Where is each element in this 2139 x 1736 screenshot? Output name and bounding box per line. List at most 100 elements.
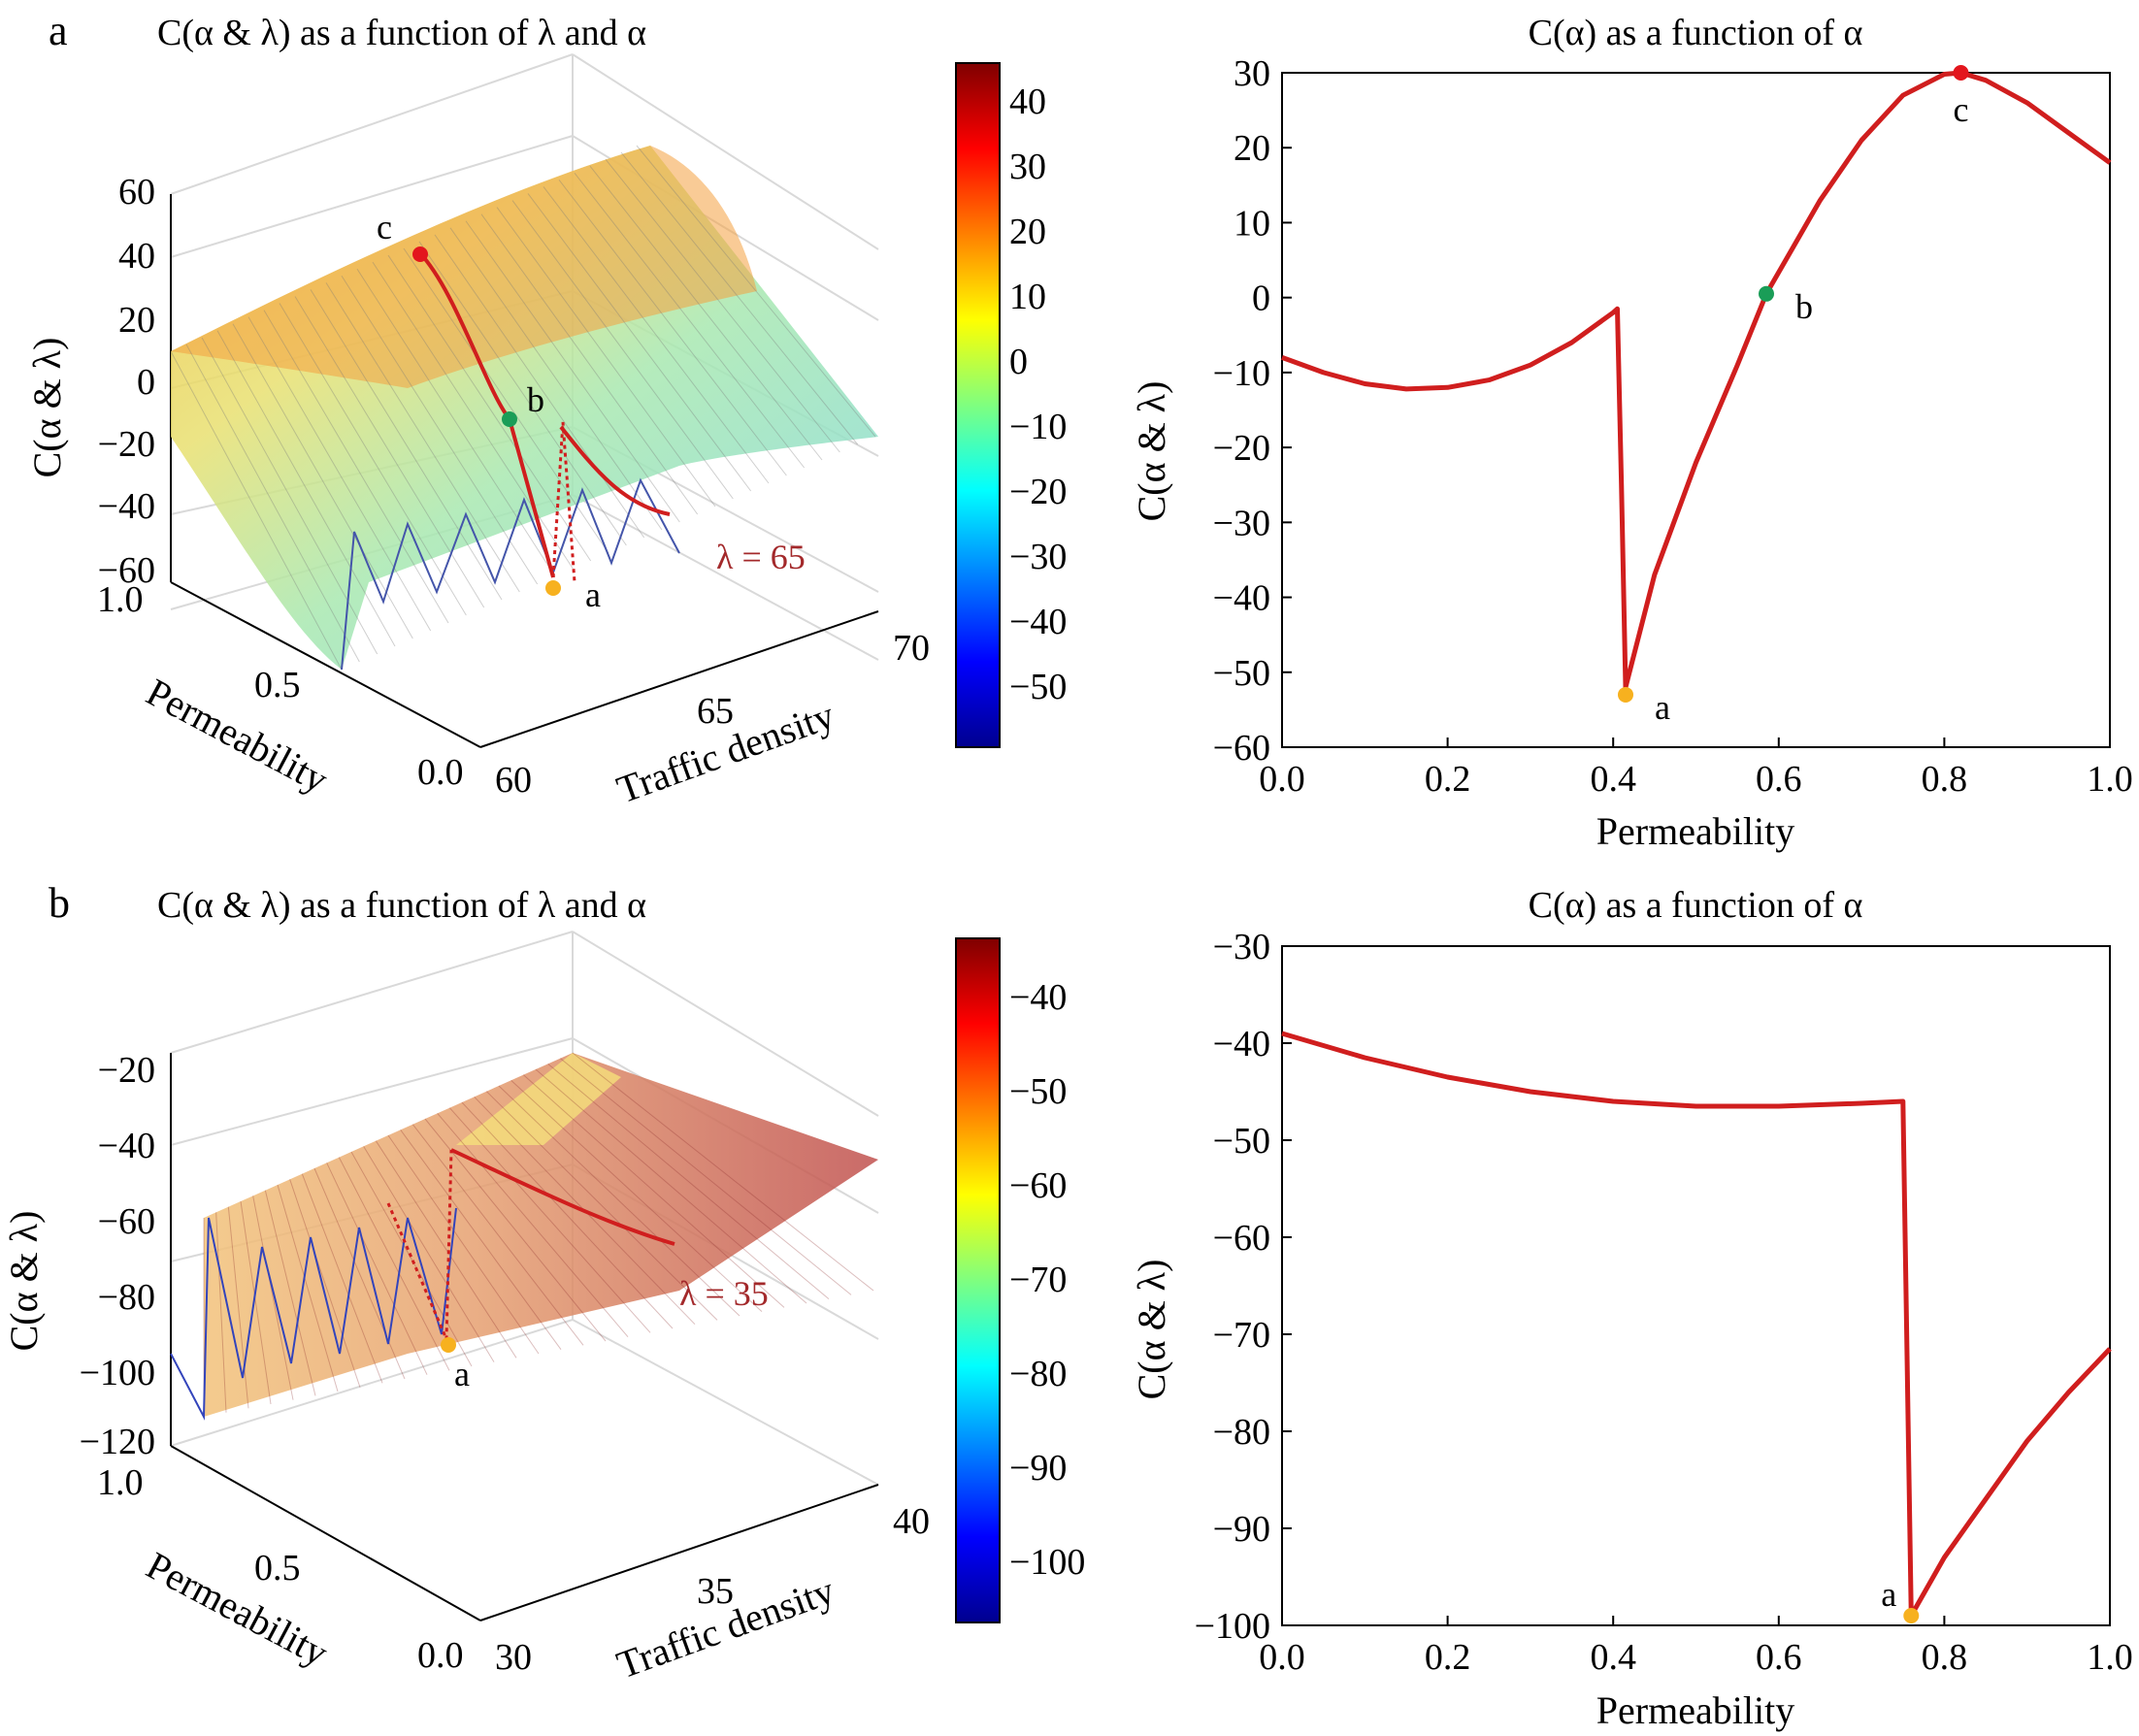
y-tick-label: −30	[1213, 503, 1270, 543]
y-tick: 60	[495, 760, 532, 801]
mesh-line	[437, 1113, 629, 1337]
cbar-tick: −90	[1009, 1448, 1067, 1489]
cbar-tick: −10	[1009, 407, 1067, 447]
y-tick-label: −100	[1195, 1606, 1270, 1647]
y-tick-label: −60	[1213, 1218, 1270, 1259]
mesh-line	[511, 200, 734, 500]
y-tick: 70	[893, 628, 930, 669]
point-label-a: a	[1655, 688, 1670, 727]
panel-b-surface	[204, 1053, 878, 1417]
y-tick-label: −60	[1213, 728, 1270, 769]
mesh-line	[496, 207, 716, 508]
mesh-line	[547, 1063, 830, 1300]
cbar-tick: 0	[1009, 342, 1028, 382]
point-label-c: c	[1953, 90, 1968, 129]
mesh-line	[558, 180, 787, 476]
z-tick: −20	[98, 424, 155, 465]
z-tick: −100	[80, 1353, 155, 1393]
panel-a-point-a	[545, 580, 561, 596]
panel-a-line-title: C(α) as a function of α	[1529, 13, 1863, 53]
mesh-line	[252, 1196, 294, 1400]
mesh-line	[620, 151, 859, 445]
cbar-tick: −80	[1009, 1354, 1067, 1394]
mesh-line	[480, 213, 699, 515]
mesh-line	[560, 1058, 852, 1295]
panel-b-label: b	[49, 879, 70, 927]
panel-b-line-title: C(α) as a function of α	[1529, 885, 1863, 926]
mesh-line	[411, 1124, 584, 1346]
y-tick: 35	[697, 1571, 734, 1612]
y-tick-label: −50	[1213, 653, 1270, 694]
point-a	[1617, 686, 1633, 703]
panel-a-surface-ridge	[171, 146, 757, 388]
panel-a-point-c	[412, 246, 428, 262]
x-tick: 0.5	[254, 1548, 301, 1589]
panel-b-colorbar-ticks: −40 −50 −60 −70 −80 −90 −100	[1009, 977, 1085, 1583]
z-tick: 40	[118, 236, 155, 277]
mesh-line	[341, 275, 539, 585]
x-tick-label: 0.4	[1590, 759, 1636, 800]
mesh-line	[350, 1151, 473, 1367]
y-tick-label: −40	[1213, 1024, 1270, 1065]
z-tick: 20	[118, 300, 155, 341]
mesh-line	[589, 165, 823, 461]
z-tick: −60	[98, 550, 155, 591]
panel-b-z-ticks: −20 −40 −60 −80 −100 −120	[80, 1050, 155, 1462]
mesh-line	[387, 254, 592, 562]
x-tick-label: 0.6	[1756, 1637, 1802, 1678]
z-tick: −40	[98, 486, 155, 527]
mesh-line	[170, 350, 343, 671]
y-tick-label: −10	[1213, 353, 1270, 394]
mesh-line	[185, 344, 360, 663]
x-tick: 0.0	[417, 752, 464, 793]
panel-a-label: a	[49, 7, 68, 54]
panel-a-z-label: C(α & λ)	[25, 338, 69, 478]
mesh-line	[434, 234, 645, 539]
mesh-line	[535, 1068, 807, 1304]
y-tick-label: −40	[1213, 578, 1270, 619]
panel-b-x-label: Permeability	[140, 1543, 336, 1675]
y-tick-label: −70	[1213, 1315, 1270, 1356]
mesh-line	[448, 1107, 651, 1333]
mesh-line	[485, 1091, 718, 1321]
panel-a-point-b	[502, 411, 517, 427]
z-tick: −120	[80, 1422, 155, 1462]
mesh-line	[523, 1074, 785, 1308]
panel-a-y-ticks: 60 65 70	[495, 628, 930, 801]
mesh-line	[372, 261, 574, 570]
mesh-line	[313, 1167, 406, 1380]
panel-a-surface-plot: a C(α & λ) as a function of λ and α 60 4…	[25, 7, 1067, 811]
panel-b-lambda-label: λ = 35	[679, 1274, 769, 1313]
z-tick: 0	[137, 362, 155, 403]
cbar-tick: −30	[1009, 537, 1067, 577]
plot-frame	[1281, 945, 2111, 1626]
mesh-line	[277, 1184, 339, 1392]
mesh-line	[247, 316, 432, 632]
panel-b-colorbar	[955, 937, 1001, 1623]
y-tick-label: −30	[1213, 927, 1270, 967]
x-tick-label: 0.6	[1756, 759, 1802, 800]
mesh-line	[338, 1157, 450, 1371]
x-tick-label: 0.0	[1259, 759, 1305, 800]
panel-b-y-axis	[479, 1484, 879, 1621]
point-label-a: a	[1881, 1575, 1896, 1614]
panel-a-colorbar	[955, 62, 1001, 748]
mesh-line	[216, 330, 396, 647]
mesh-line	[263, 310, 449, 624]
mesh-line	[387, 1134, 540, 1355]
cbar-tick: 10	[1009, 277, 1046, 317]
series-line	[1281, 1031, 2112, 1619]
panel-a-section-curve	[417, 250, 555, 578]
mesh-line	[264, 1190, 316, 1396]
mesh-line	[527, 193, 752, 492]
y-tick-label: 20	[1234, 128, 1270, 169]
cbar-tick: 30	[1009, 147, 1046, 187]
x-tick-label: 0.8	[1922, 1637, 1968, 1678]
panel-a-y-axis	[479, 610, 879, 748]
panel-a-section-dotted	[551, 421, 576, 583]
y-tick-label: 10	[1234, 203, 1270, 244]
panel-a-colorbar-ticks: 40 30 20 10 0 −10 −20 −30 −40 −50	[1009, 82, 1067, 707]
mesh-line	[543, 186, 770, 484]
mesh-line	[356, 268, 556, 577]
